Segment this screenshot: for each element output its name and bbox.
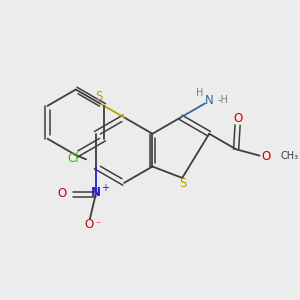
Text: O: O xyxy=(262,150,271,163)
Text: ⁻: ⁻ xyxy=(95,220,101,230)
Text: H: H xyxy=(196,88,203,98)
Text: N: N xyxy=(91,187,101,200)
Text: CH₃: CH₃ xyxy=(280,152,298,161)
Text: -H: -H xyxy=(218,95,229,105)
Text: S: S xyxy=(95,90,102,104)
Text: Cl: Cl xyxy=(67,152,79,165)
Text: O: O xyxy=(84,218,93,231)
Text: O: O xyxy=(233,112,242,125)
Text: S: S xyxy=(179,177,187,190)
Text: +: + xyxy=(101,183,109,193)
Text: O: O xyxy=(57,187,67,200)
Text: N: N xyxy=(205,94,213,107)
